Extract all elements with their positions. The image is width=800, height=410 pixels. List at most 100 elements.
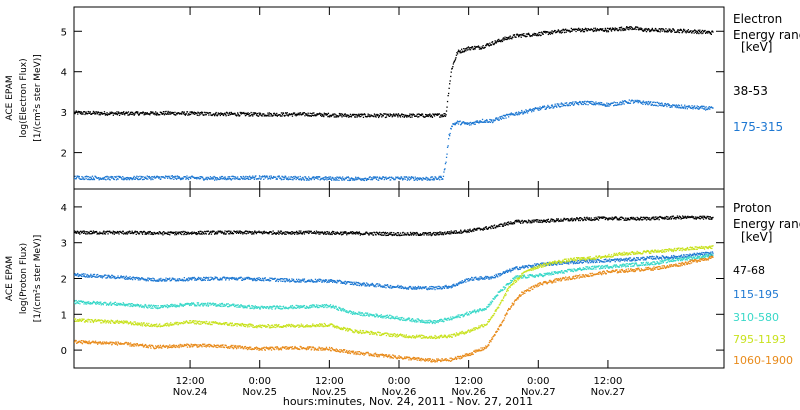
data-point (670, 218, 672, 220)
data-point (133, 175, 135, 178)
data-point (216, 277, 218, 279)
data-point (565, 28, 567, 30)
data-point (266, 114, 268, 116)
data-point (396, 114, 399, 117)
data-point (124, 232, 126, 234)
data-point (205, 178, 207, 180)
data-point (689, 30, 692, 33)
data-point (416, 179, 418, 181)
data-point (632, 259, 634, 261)
data-point (459, 231, 461, 233)
data-point (438, 285, 440, 288)
data-point (447, 145, 449, 147)
data-point (92, 112, 94, 114)
data-point (515, 266, 517, 268)
data-point (184, 176, 186, 178)
data-point (410, 287, 413, 289)
data-point (325, 113, 327, 115)
data-point (428, 179, 430, 181)
data-point (167, 177, 169, 179)
data-point (309, 112, 311, 114)
data-point (286, 178, 288, 180)
data-point (166, 175, 168, 178)
data-point (317, 178, 319, 180)
data-point (692, 217, 694, 219)
data-point (594, 219, 596, 221)
data-point (172, 112, 174, 114)
data-point (236, 177, 238, 180)
data-point (197, 231, 200, 233)
data-point (222, 177, 225, 180)
data-point (548, 264, 551, 266)
data-point (607, 31, 610, 33)
data-point (377, 233, 379, 235)
data-point (205, 113, 207, 116)
data-point (351, 281, 353, 283)
legend-entry-115-195: 115-195 (733, 288, 779, 301)
data-point (206, 178, 208, 180)
data-point (83, 232, 86, 234)
data-point (196, 278, 198, 280)
data-point (93, 275, 95, 277)
data-point (539, 106, 541, 108)
data-point (453, 61, 455, 64)
data-point (177, 231, 179, 233)
data-point (389, 113, 391, 115)
data-point (546, 219, 548, 221)
data-point (280, 230, 283, 232)
data-point (195, 176, 197, 179)
data-point (605, 105, 607, 107)
data-point (375, 178, 378, 180)
data-point (609, 260, 612, 263)
legend-title: Energy range (733, 28, 800, 42)
data-point (466, 230, 469, 233)
data-point (340, 113, 343, 115)
data-point (578, 27, 580, 29)
data-point (345, 114, 347, 116)
data-point (519, 268, 521, 270)
data-point (441, 232, 443, 234)
data-point (255, 231, 257, 233)
data-point (239, 277, 241, 279)
data-point (500, 116, 502, 118)
data-point (91, 231, 94, 234)
data-point (173, 178, 175, 180)
data-point (325, 279, 328, 281)
data-point (444, 168, 446, 170)
data-point (113, 277, 115, 279)
data-point (280, 112, 283, 114)
data-point (393, 114, 395, 116)
data-point (525, 33, 528, 35)
data-point (245, 112, 247, 114)
data-point (418, 178, 420, 180)
data-point (428, 232, 430, 234)
data-point (644, 218, 647, 220)
data-point (288, 278, 290, 280)
data-point (280, 280, 282, 282)
data-point (479, 228, 481, 230)
data-point (595, 259, 597, 261)
data-point (427, 115, 429, 118)
data-point (332, 176, 334, 179)
data-point (467, 47, 469, 49)
data-point (127, 278, 130, 280)
data-point (164, 111, 166, 113)
data-point (262, 233, 264, 235)
data-point (204, 277, 206, 279)
data-point (303, 279, 305, 281)
data-point (597, 219, 600, 221)
data-point (597, 29, 600, 31)
data-point (665, 218, 667, 220)
data-point (556, 264, 558, 266)
data-point (79, 233, 81, 235)
data-point (475, 228, 477, 230)
data-point (553, 30, 555, 33)
data-point (85, 233, 87, 235)
data-point (456, 283, 458, 285)
data-point (507, 224, 509, 226)
data-point (180, 177, 182, 180)
data-point (711, 218, 713, 220)
data-point (637, 257, 639, 259)
data-point (421, 233, 424, 235)
data-point (86, 275, 88, 277)
